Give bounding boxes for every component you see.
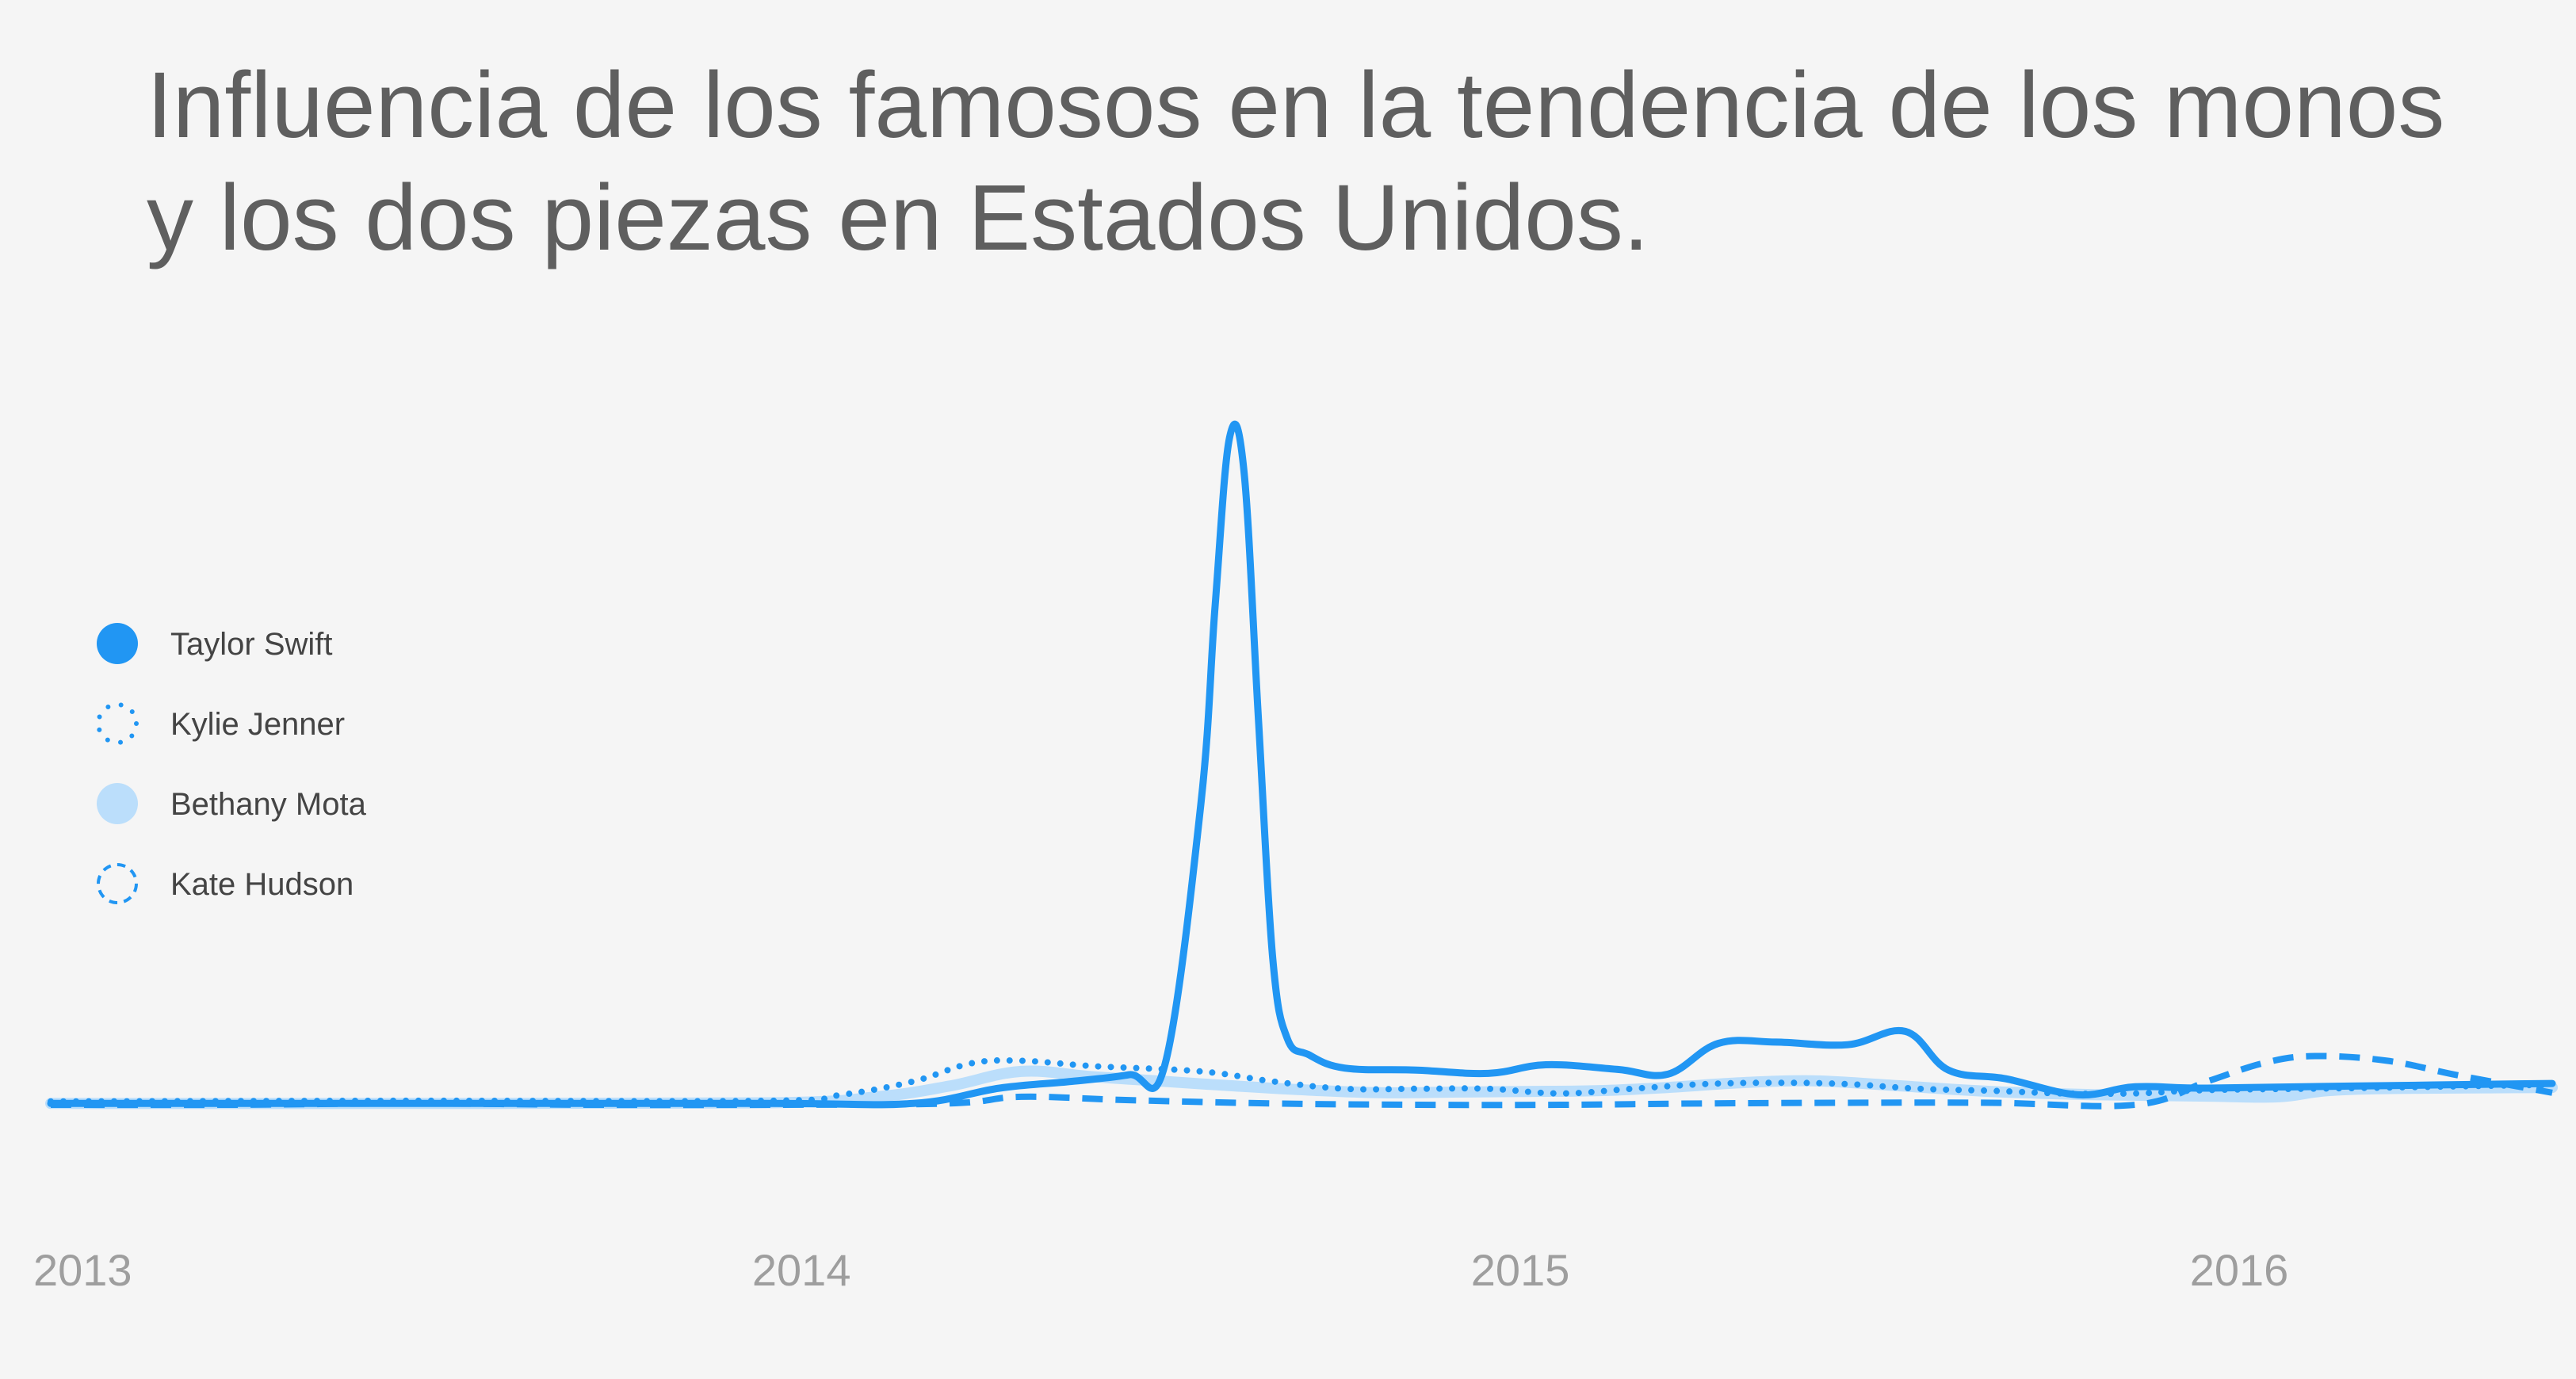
legend-marker-taylor-swift	[97, 623, 138, 664]
series-lines	[45, 420, 2558, 1110]
legend-label-bethany-mota: Bethany Mota	[170, 787, 367, 822]
x-axis-ticks: 2013 2014 2015 2016	[33, 1245, 2288, 1295]
legend-marker-bethany-mota	[97, 783, 138, 824]
x-tick-label-2016: 2016	[2190, 1245, 2289, 1295]
legend: Taylor Swift Kylie Jenner Bethany Mota Kate…	[96, 623, 367, 904]
series-line-taylor-swift	[47, 420, 2556, 1109]
legend-item-kate-hudson: Kate Hudson	[97, 863, 354, 904]
chart-title: Influencia de los famosos en la tendenci…	[147, 53, 2445, 270]
legend-label-kate-hudson: Kate Hudson	[170, 867, 354, 902]
legend-label-kylie-jenner: Kylie Jenner	[170, 707, 345, 742]
legend-marker-kate-hudson	[97, 863, 138, 904]
legend-item-kylie-jenner: Kylie Jenner	[96, 702, 345, 745]
legend-item-bethany-mota: Bethany Mota	[97, 783, 367, 824]
x-tick-label-2015: 2015	[1471, 1245, 1570, 1295]
x-tick-label-2014: 2014	[752, 1245, 851, 1295]
legend-item-taylor-swift: Taylor Swift	[97, 623, 333, 664]
legend-label-taylor-swift: Taylor Swift	[170, 627, 333, 662]
x-tick-label-2013: 2013	[33, 1245, 132, 1295]
legend-marker-kylie-jenner	[96, 702, 139, 745]
